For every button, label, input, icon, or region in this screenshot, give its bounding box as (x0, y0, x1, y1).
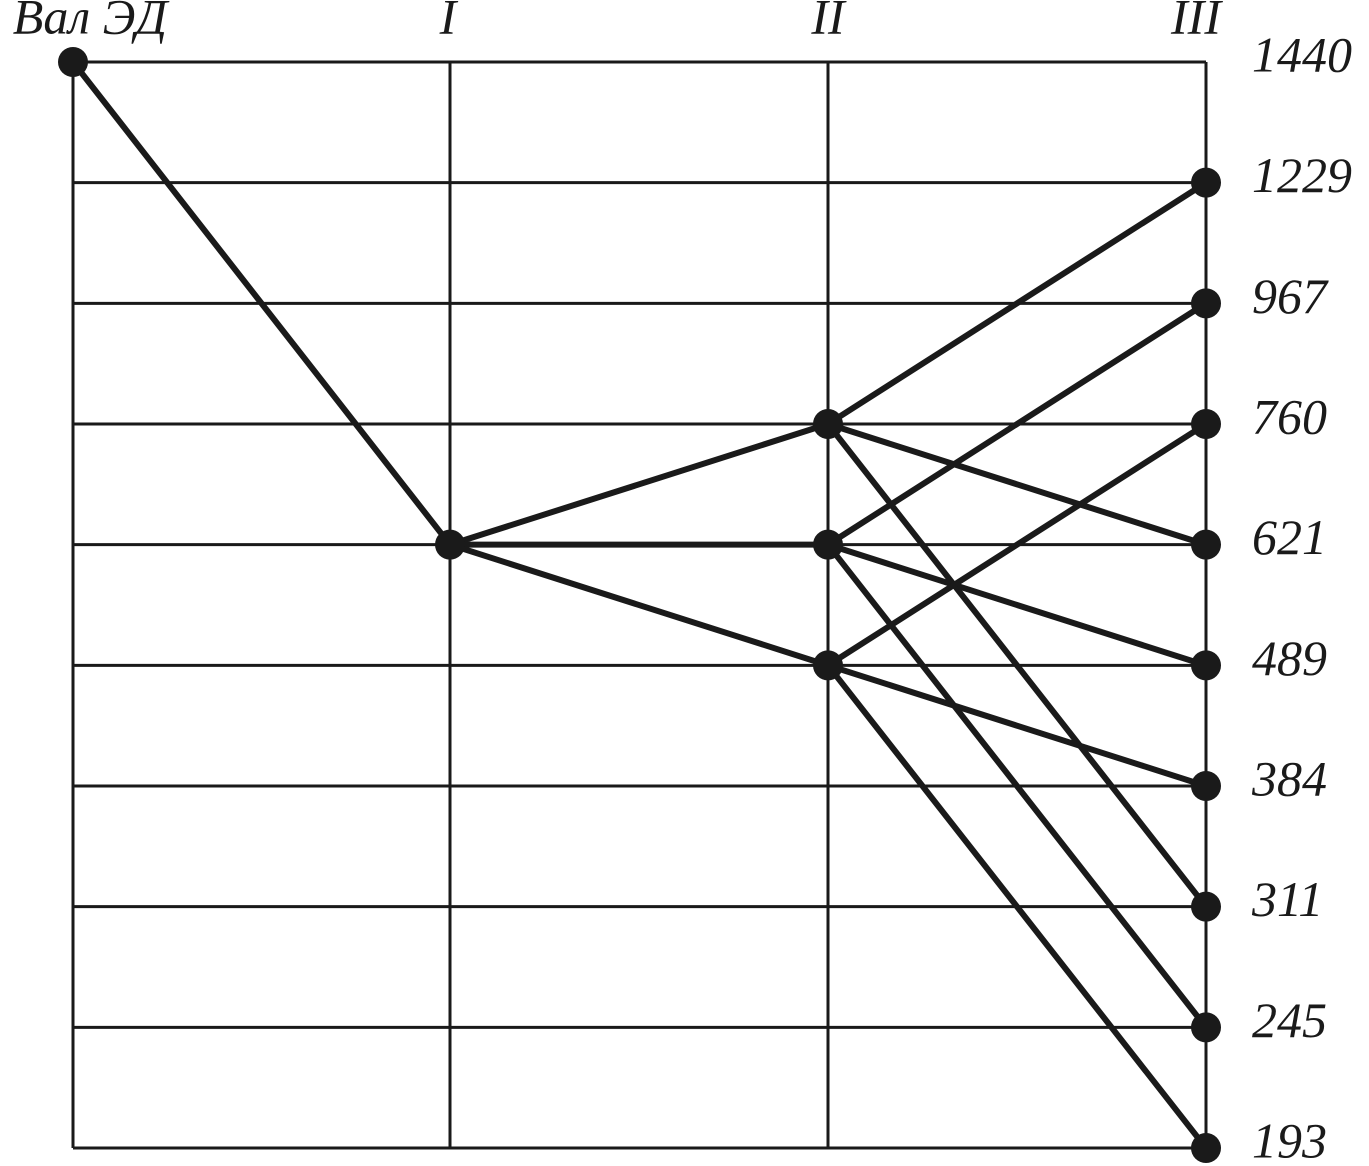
speed-label: 245 (1252, 992, 1327, 1048)
speed-node (1191, 1133, 1221, 1163)
speed-node (1191, 1012, 1221, 1043)
speed-label: 193 (1252, 1112, 1327, 1166)
transmission-ray (447, 541, 831, 669)
speed-node (58, 47, 88, 77)
speed-node (1191, 409, 1221, 439)
speed-node (1191, 288, 1221, 319)
shaft-label: Вал ЭД (13, 0, 171, 44)
shaft-label: I (439, 0, 459, 44)
speed-node (1191, 650, 1221, 681)
nodes (58, 47, 1221, 1163)
speed-node (1191, 529, 1221, 560)
transmission-ray (825, 662, 1209, 789)
speed-node (1191, 891, 1221, 922)
transmission-ray (825, 541, 1209, 669)
speed-node (435, 529, 465, 560)
speed-label: 384 (1251, 750, 1327, 806)
transmission-ray (825, 300, 1209, 548)
speed-node (813, 409, 843, 439)
speed-label: 621 (1252, 509, 1327, 565)
transmission-ray (70, 59, 453, 548)
speed-label: 1229 (1252, 147, 1352, 203)
speed-node (1191, 167, 1221, 198)
speed-node (813, 650, 843, 681)
speed-label: 967 (1252, 268, 1329, 324)
speed-node (813, 529, 843, 560)
speed-label: 760 (1252, 388, 1327, 444)
transmission-ray (825, 421, 1209, 548)
speed-label: 311 (1251, 871, 1323, 927)
transmission-ray (825, 662, 1209, 1151)
speed-label: 1440 (1252, 26, 1352, 82)
transmission-ray (825, 421, 1209, 669)
shaft-label: II (810, 0, 847, 44)
shaft-label: III (1170, 0, 1223, 44)
speed-label: 489 (1252, 630, 1327, 686)
transmission-ray (447, 421, 831, 548)
transmission-ray (825, 179, 1209, 427)
speed-node (1191, 771, 1221, 801)
edges (70, 59, 1209, 1151)
labels: Вал ЭД I II III 1440 1229 967 760 621 489 384 3… (13, 0, 1352, 1166)
